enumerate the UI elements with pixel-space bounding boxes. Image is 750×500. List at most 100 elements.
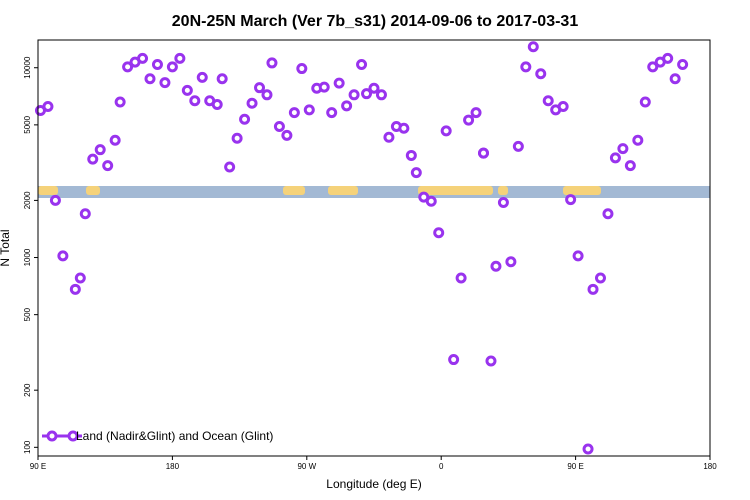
x-tick-label: 180 <box>166 462 180 471</box>
data-point <box>211 99 223 111</box>
data-point <box>137 52 149 64</box>
map-band-land-2 <box>283 186 305 195</box>
data-point <box>224 161 236 173</box>
data-point <box>231 132 243 144</box>
data-point <box>647 61 659 73</box>
data-point <box>361 88 373 100</box>
data-point <box>196 71 208 83</box>
data-point <box>433 227 445 239</box>
data-point <box>94 144 106 156</box>
data-point <box>505 256 517 268</box>
data-point <box>166 61 178 73</box>
x-tick-label: 0 <box>439 462 444 471</box>
data-point <box>181 84 193 96</box>
plot-area-frame <box>37 39 711 457</box>
data-point <box>69 283 81 295</box>
map-band-land-4 <box>418 186 493 195</box>
data-point <box>425 195 437 207</box>
map-band <box>38 186 710 198</box>
legend: Land (Nadir&Glint) and Ocean (Glint) <box>42 429 273 443</box>
data-point <box>669 73 681 85</box>
x-tick-label: 90 E <box>30 462 46 471</box>
data-point <box>109 134 121 146</box>
y-tick-label: 2000 <box>23 191 32 209</box>
y-axis-label: N Total <box>0 229 12 266</box>
x-tick-label: 90 E <box>567 462 583 471</box>
data-point <box>455 272 467 284</box>
data-point <box>565 194 577 206</box>
data-point <box>448 354 460 366</box>
data-point <box>144 73 156 85</box>
data-point <box>582 443 594 455</box>
data-point <box>542 95 554 107</box>
data-point <box>470 107 482 119</box>
data-point <box>216 73 228 85</box>
data-point <box>74 272 86 284</box>
data-point <box>296 63 308 75</box>
data-point <box>662 52 674 64</box>
map-band-land-3 <box>328 186 358 195</box>
data-point <box>246 97 258 109</box>
y-tick-label: 200 <box>23 383 32 397</box>
map-band-ocean <box>38 186 710 198</box>
map-band-land-5 <box>498 186 508 195</box>
data-point <box>602 208 614 220</box>
data-point <box>527 41 539 53</box>
data-point <box>114 96 126 108</box>
legend-marker-right <box>67 430 79 442</box>
x-tick-label: 90 W <box>297 462 316 471</box>
x-tick-label: 180 <box>703 462 717 471</box>
data-point <box>490 260 502 272</box>
map-band-land-1 <box>86 186 100 195</box>
data-point <box>288 107 300 119</box>
data-point <box>266 57 278 69</box>
data-point <box>557 100 569 112</box>
data-point <box>49 194 61 206</box>
data-point <box>405 149 417 161</box>
data-point <box>594 272 606 284</box>
data-point <box>520 61 532 73</box>
data-point <box>318 81 330 93</box>
data-point <box>87 153 99 165</box>
data-point <box>333 77 345 89</box>
data-point <box>440 125 452 137</box>
y-tick-label: 5000 <box>23 115 32 133</box>
data-point <box>587 283 599 295</box>
data-point <box>535 68 547 80</box>
data-point <box>303 104 315 116</box>
data-point <box>572 250 584 262</box>
map-band-land-0 <box>38 186 58 195</box>
x-axis-label: Longitude (deg E) <box>326 477 421 491</box>
data-point <box>463 114 475 126</box>
data-point <box>632 134 644 146</box>
data-point <box>398 122 410 134</box>
y-tick-label: 10000 <box>23 56 32 79</box>
x-axis-ticks: 90 E 180 90 W 0 90 E 180 <box>30 456 717 471</box>
data-point <box>239 113 251 125</box>
data-point <box>326 107 338 119</box>
data-point <box>617 143 629 155</box>
y-tick-label: 1000 <box>23 248 32 266</box>
data-point <box>42 100 54 112</box>
data-point <box>79 208 91 220</box>
data-point <box>410 167 422 179</box>
data-point <box>348 89 360 101</box>
data-point <box>57 250 69 262</box>
data-point <box>151 59 163 71</box>
data-point <box>261 89 273 101</box>
data-point <box>254 82 266 94</box>
data-point <box>281 129 293 141</box>
data-point <box>159 77 171 89</box>
data-point <box>102 160 114 172</box>
map-band-land-6 <box>563 186 601 195</box>
data-point <box>122 61 134 73</box>
data-point <box>497 196 509 208</box>
y-axis-ticks: 100 200 500 1000 2000 5000 10000 <box>23 56 38 454</box>
data-markers <box>34 41 689 455</box>
legend-marker-left <box>46 430 58 442</box>
data-point <box>273 121 285 133</box>
data-point <box>478 147 490 159</box>
data-point <box>485 355 497 367</box>
